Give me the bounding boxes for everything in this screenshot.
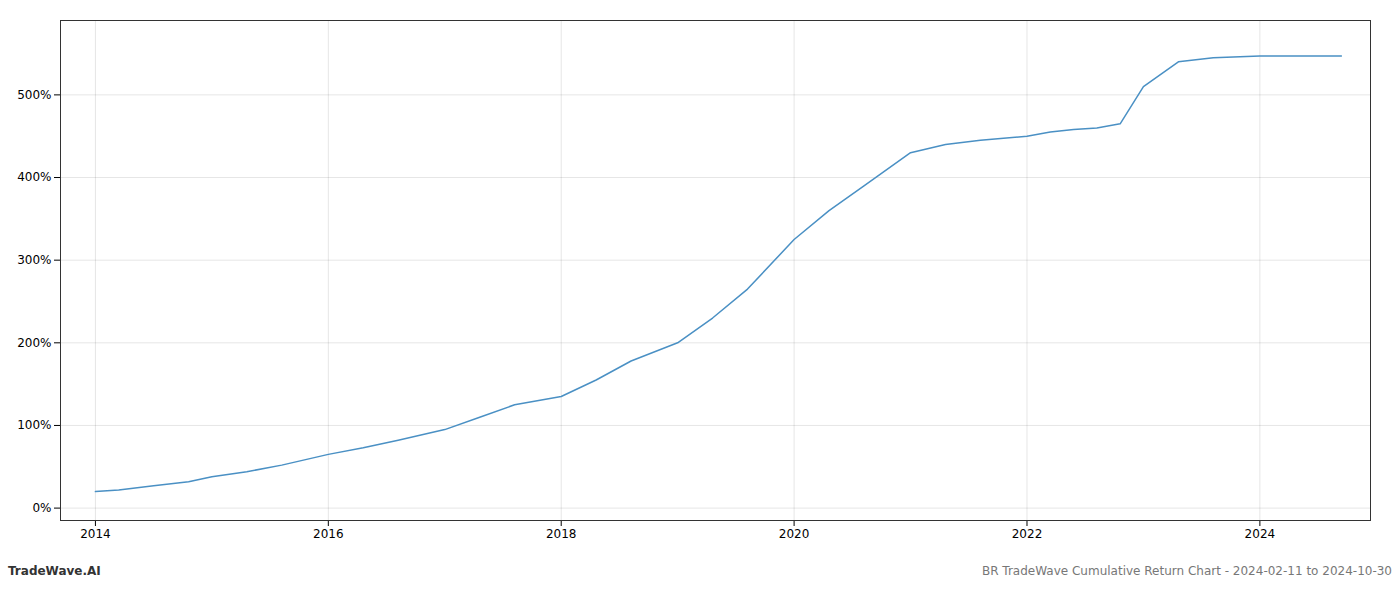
svg-text:400%: 400% [17,170,51,184]
html-text:BR TradeWave Cumulative Return: BR TradeWave Cumulative Return Chart - 2… [982,564,1392,578]
svg-text:2018: 2018 [546,527,577,541]
svg-text:2020: 2020 [779,527,810,541]
svg-text:100%: 100% [17,418,51,432]
svg-text:2016: 2016 [313,527,344,541]
svg-text:0%: 0% [32,501,51,515]
svg-text:2014: 2014 [80,527,111,541]
svg-text:200%: 200% [17,336,51,350]
svg-text:500%: 500% [17,88,51,102]
svg-text:300%: 300% [17,253,51,267]
svg-text:2024: 2024 [1245,527,1276,541]
svg-text:2022: 2022 [1012,527,1043,541]
html-text:TradeWave.AI: TradeWave.AI [8,564,101,578]
